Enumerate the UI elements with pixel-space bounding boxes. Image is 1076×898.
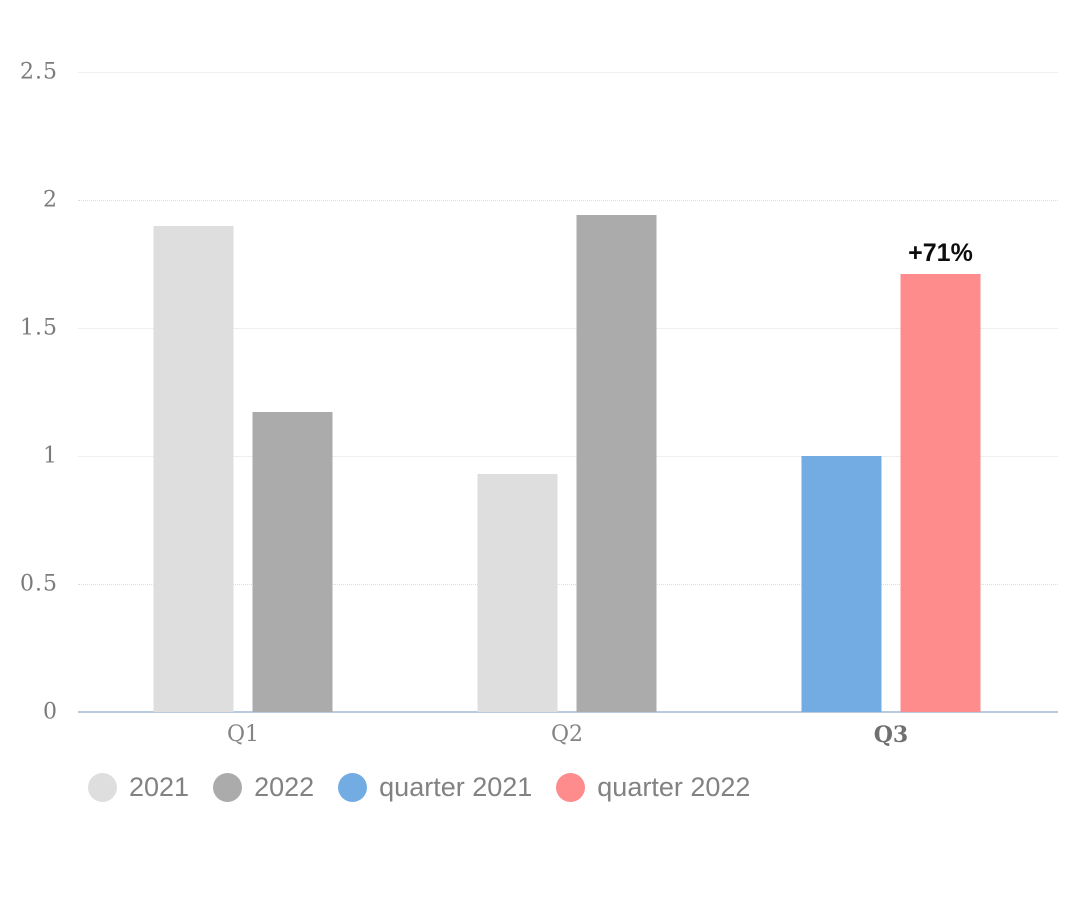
legend-label-2022: 2022 bbox=[254, 772, 315, 802]
bar-annotation-q3: +71% bbox=[908, 239, 973, 267]
legend-label-quarter-2021: quarter 2021 bbox=[379, 772, 533, 802]
legend: 2021 2022 quarter 2021 quarter 2022 bbox=[88, 772, 750, 803]
legend-item-2021[interactable]: 2021 bbox=[88, 772, 189, 803]
legend-item-quarter-2021[interactable]: quarter 2021 bbox=[338, 772, 532, 803]
gridline-0.5 bbox=[78, 584, 1058, 585]
bar-2022-q1[interactable] bbox=[252, 412, 333, 712]
bar-group-q1 bbox=[153, 226, 333, 712]
legend-label-2021: 2021 bbox=[129, 772, 190, 802]
y-tick-label-0: 0 bbox=[43, 699, 58, 725]
y-tick-label-2: 2 bbox=[43, 187, 58, 213]
gridline-2.5 bbox=[78, 72, 1058, 73]
bar-group-q2 bbox=[477, 215, 657, 712]
legend-item-2022[interactable]: 2022 bbox=[213, 772, 314, 803]
gridline-1 bbox=[78, 456, 1058, 457]
x-axis: Q1 Q2 Q3 bbox=[78, 722, 1058, 754]
legend-swatch-quarter-2022 bbox=[556, 773, 586, 802]
plot-area: +71% bbox=[78, 72, 1058, 713]
legend-label-quarter-2022: quarter 2022 bbox=[597, 772, 751, 802]
bar-2021-q2[interactable] bbox=[477, 474, 558, 712]
bar-2021-q1[interactable] bbox=[153, 226, 234, 712]
y-tick-label-2.5: 2.5 bbox=[20, 59, 58, 85]
legend-swatch-2021 bbox=[88, 773, 117, 802]
gridline-1.5 bbox=[78, 328, 1058, 329]
bar-quarter-2021-q3[interactable] bbox=[801, 456, 882, 712]
x-tick-label-q2: Q2 bbox=[550, 722, 584, 747]
legend-swatch-2022 bbox=[213, 773, 243, 802]
legend-item-quarter-2022[interactable]: quarter 2022 bbox=[556, 772, 750, 803]
y-axis: 0 0.5 1 1.5 2 2.5 bbox=[0, 60, 58, 725]
x-tick-label-q1: Q1 bbox=[226, 722, 260, 747]
legend-swatch-quarter-2021 bbox=[338, 773, 368, 802]
bar-group-q3: +71% bbox=[801, 239, 981, 712]
x-axis-baseline bbox=[78, 711, 1058, 713]
y-tick-label-1.5: 1.5 bbox=[20, 315, 58, 341]
bar-quarter-2022-q3[interactable]: +71% bbox=[900, 239, 981, 712]
x-tick-label-q3: Q3 bbox=[873, 722, 909, 748]
y-tick-label-0.5: 0.5 bbox=[20, 571, 58, 597]
gridline-2 bbox=[78, 200, 1058, 201]
bar-2022-q2[interactable] bbox=[576, 215, 657, 712]
y-tick-label-1: 1 bbox=[43, 443, 58, 469]
